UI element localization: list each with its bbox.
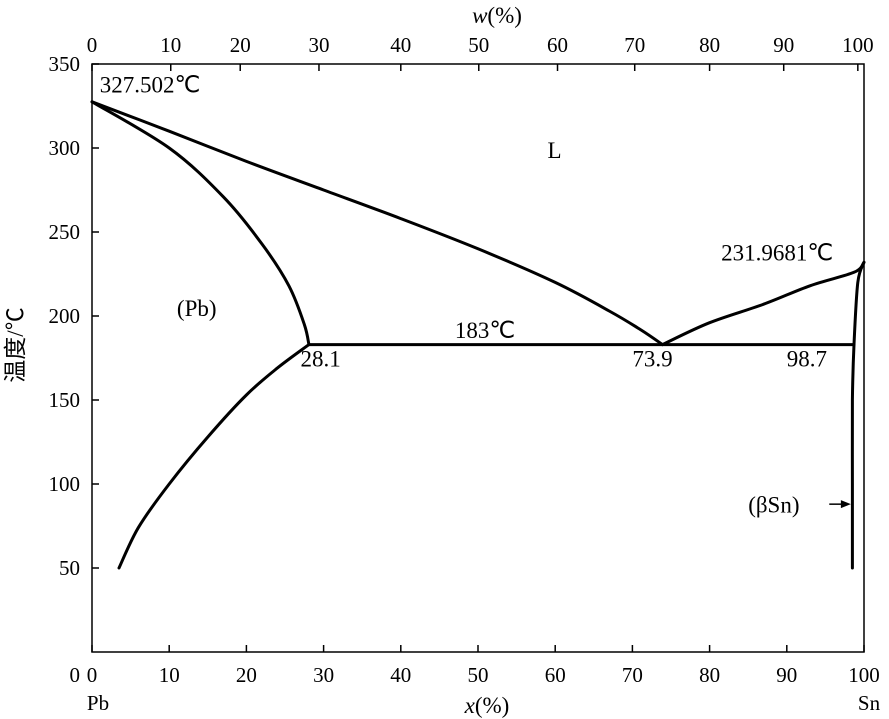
x2-tick-label: 10	[160, 33, 181, 57]
phase-boundary-1	[90, 100, 664, 347]
x2-tick-label: 50	[468, 33, 489, 57]
x-axis-title: x(%)	[464, 693, 510, 718]
phase-boundary-3	[117, 343, 311, 570]
x-tick-label: 40	[390, 663, 411, 687]
annotation-6: 73.9	[632, 346, 672, 371]
x2-tick-label: 0	[87, 33, 98, 57]
x2-tick-label: 60	[547, 33, 568, 57]
annotation-7: 231.9681℃	[721, 241, 833, 266]
x-tick-label: 80	[699, 663, 720, 687]
x2-axis-title-var: w	[472, 3, 488, 28]
x2-tick-label: 100	[842, 33, 874, 57]
annotation-9: (βSn)	[748, 493, 799, 518]
arrow-head	[840, 500, 851, 509]
annotation-3: (Pb)	[177, 296, 217, 321]
y-tick-label: 300	[49, 136, 81, 160]
x2-axis-title-unit: (%)	[487, 3, 521, 28]
x2-tick-label: 90	[773, 33, 794, 57]
x2-tick-label: 80	[699, 33, 720, 57]
annotation-5: 28.1	[300, 346, 340, 371]
x2-axis-title: w(%)	[472, 3, 522, 28]
y-tick-label: 50	[59, 556, 80, 580]
x-tick-label: 50	[468, 663, 489, 687]
y-tick-label-zero: 0	[70, 663, 81, 687]
y-tick-label: 350	[49, 52, 81, 76]
labels-layer: 0 10 20 30 40 50 60 70 80 90 100 0 10 20 30 40 50 60 70 80 9…	[3, 3, 881, 718]
y-tick-label: 250	[49, 220, 81, 244]
ticks-layer	[91, 63, 865, 652]
x-end-label-left: Pb	[87, 691, 109, 715]
phase-boundary-2	[90, 100, 311, 347]
x2-tick-label: 70	[624, 33, 645, 57]
x-tick-label: 20	[236, 663, 257, 687]
annotation-1: 327.502℃	[100, 73, 201, 98]
x2-tick-label: 20	[230, 33, 251, 57]
x-tick-label: 100	[848, 663, 880, 687]
phase-boundary-6	[850, 260, 866, 570]
x-tick-label: 60	[545, 663, 566, 687]
x-axis-title-var: x	[464, 693, 476, 718]
phase-boundary-5	[661, 260, 866, 347]
annotations-layer: 327.502℃ L (Pb) 183℃ 28.1 73.9 231.9681℃ 98.7 (β…	[100, 73, 851, 518]
x2-tick-label: 40	[390, 33, 411, 57]
plot-frame	[91, 63, 865, 653]
x-tick-label: 10	[159, 663, 180, 687]
x-axis-title-unit: (%)	[475, 693, 509, 718]
annotation-4: 183℃	[455, 318, 515, 343]
x-tick-label: 30	[313, 663, 334, 687]
y-tick-label: 200	[49, 304, 81, 328]
x2-tick-label: 30	[308, 33, 329, 57]
y-tick-label: 100	[49, 472, 81, 496]
annotation-2: L	[547, 138, 561, 163]
x-tick-label: 70	[622, 663, 643, 687]
x-tick-label: 90	[776, 663, 797, 687]
y-tick-label: 150	[49, 388, 81, 412]
curves-layer	[90, 100, 866, 570]
annotation-8: 98.7	[787, 346, 827, 371]
y-axis-title: 温度/℃	[3, 307, 28, 382]
x-tick-label: 0	[87, 663, 98, 687]
x-end-label-right: Sn	[858, 691, 881, 715]
